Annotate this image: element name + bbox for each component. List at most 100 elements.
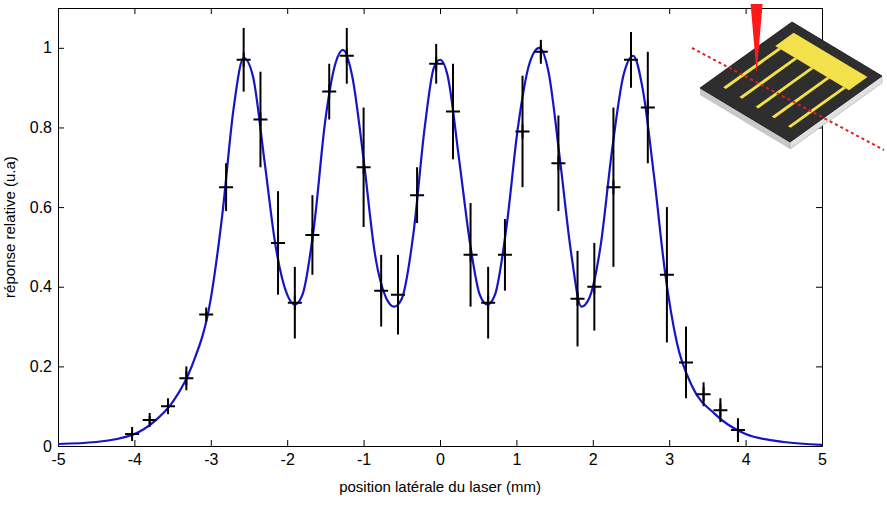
tick-label: 0.4: [30, 278, 52, 295]
inset-finger: [739, 57, 797, 98]
tick: -4: [128, 440, 142, 468]
data-point: [606, 180, 620, 194]
data-point: [322, 85, 336, 99]
tick-label: 4: [742, 451, 751, 468]
y-axis-title: réponse relative (u.a): [1, 156, 18, 298]
plot-background: [58, 8, 822, 446]
tick-mark: [669, 8, 670, 14]
tick-label: 0.2: [30, 358, 52, 375]
tick-label: 0: [43, 438, 52, 455]
axis-line: [59, 446, 823, 447]
tick-mark: [58, 366, 64, 367]
tick-mark: [58, 287, 64, 288]
tick-label: 2: [589, 451, 598, 468]
tick: [364, 8, 365, 14]
tick-label: -5: [51, 451, 65, 468]
data-point: [697, 387, 711, 401]
inset-laser: [751, 4, 763, 73]
tick-label: 0: [436, 451, 445, 468]
data-point: [713, 403, 727, 417]
tick-label: 0.8: [30, 119, 52, 136]
tick-mark: [593, 8, 594, 14]
tick-label: 3: [665, 451, 674, 468]
tick: 3: [665, 440, 674, 468]
tick-label: -2: [281, 451, 295, 468]
tick: 0: [43, 438, 64, 455]
tick: [287, 8, 288, 14]
tick: 0: [436, 440, 445, 468]
tick-mark: [440, 8, 441, 14]
data-point: [624, 53, 638, 67]
tick: -3: [204, 440, 218, 468]
data-point: [357, 160, 371, 174]
data-point: [161, 399, 175, 413]
data-point: [429, 57, 443, 71]
data-point: [237, 53, 251, 67]
tick: [211, 8, 212, 14]
data-point: [571, 292, 585, 306]
tick-mark: [364, 440, 365, 446]
chart: -5 -4 -3 -2 -1 0 1 2 3 4 5 0 0.2 0.4 0.6 0.8 1 position l…: [0, 0, 887, 506]
inset-illustration: [692, 4, 884, 150]
data-point: [410, 188, 424, 202]
tick-mark: [287, 8, 288, 14]
x-axis-top: [59, 8, 823, 14]
tick-mark: [816, 287, 822, 288]
data-point: [219, 180, 233, 194]
tick-label: -3: [204, 451, 218, 468]
data-point: [271, 236, 285, 250]
tick: 0.6: [30, 199, 64, 216]
data-point: [446, 105, 460, 119]
data-point: [125, 427, 139, 441]
tick: [516, 8, 517, 14]
tick: 1: [512, 440, 521, 468]
data-point: [481, 296, 495, 310]
data-point: [288, 296, 302, 310]
data-point: [179, 371, 193, 385]
data-point: [679, 355, 693, 369]
tick-mark: [593, 440, 594, 446]
tick-mark: [746, 440, 747, 446]
tick: 4: [742, 440, 751, 468]
tick: [134, 8, 135, 14]
tick-mark: [516, 440, 517, 446]
tick-label: 5: [818, 451, 827, 468]
axis-line: [58, 9, 59, 447]
tick-label: -1: [357, 451, 371, 468]
tick-mark: [287, 440, 288, 446]
data-points: [125, 28, 745, 442]
data-point: [253, 112, 267, 126]
tick: -1: [357, 440, 371, 468]
tick-mark: [58, 207, 64, 208]
inset-scan-line: [692, 48, 884, 150]
tick-mark: [364, 8, 365, 14]
tick-label: 1: [43, 39, 52, 56]
tick-label: 1: [512, 451, 521, 468]
data-point: [391, 288, 405, 302]
tick-mark: [440, 440, 441, 446]
tick: [816, 446, 822, 447]
tick-mark: [211, 8, 212, 14]
tick-mark: [58, 446, 64, 447]
tick-label: 0.6: [30, 199, 52, 216]
data-point: [464, 248, 478, 262]
inset-finger: [756, 67, 814, 108]
data-point: [660, 268, 674, 282]
tick-mark: [516, 8, 517, 14]
x-axis-title: position latérale du laser (mm): [339, 478, 541, 495]
data-point: [641, 101, 655, 115]
inset-finger: [772, 77, 830, 118]
tick-mark: [211, 440, 212, 446]
tick: 1: [43, 39, 64, 56]
tick: [816, 207, 822, 208]
data-point: [587, 280, 601, 294]
tick-mark: [816, 207, 822, 208]
y-axis: 0 0.2 0.4 0.6 0.8 1: [30, 9, 64, 455]
tick-mark: [58, 48, 64, 49]
inset-finger: [788, 87, 846, 128]
x-axis: -5 -4 -3 -2 -1 0 1 2 3 4 5: [51, 440, 827, 468]
data-point: [731, 423, 745, 437]
data-point: [340, 49, 354, 63]
tick: [746, 8, 747, 14]
data-point: [199, 308, 213, 322]
